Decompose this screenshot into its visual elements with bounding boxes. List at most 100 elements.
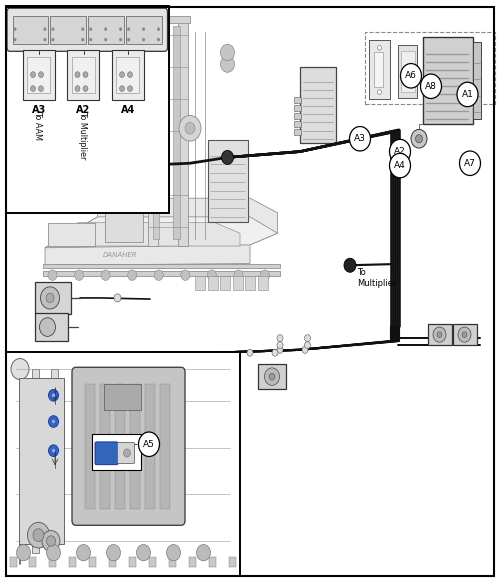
Circle shape [38,72,44,78]
Circle shape [124,449,130,457]
Bar [50,16,86,44]
Circle shape [89,38,92,41]
FancyBboxPatch shape [112,50,144,100]
Bar [105,202,142,242]
Circle shape [220,56,234,72]
Circle shape [128,86,132,92]
Bar [18,378,64,544]
Bar [473,42,480,119]
Circle shape [106,545,120,561]
Circle shape [30,72,36,78]
Circle shape [89,27,92,31]
Bar [30,557,36,567]
Circle shape [52,448,56,453]
Bar [294,113,300,119]
Bar [32,369,39,553]
Text: A8: A8 [425,82,437,91]
Circle shape [437,332,442,338]
Polygon shape [172,26,180,239]
Circle shape [120,72,124,78]
Circle shape [48,445,58,456]
Circle shape [264,368,280,385]
Circle shape [11,359,29,380]
Circle shape [48,389,58,401]
Circle shape [44,27,46,31]
FancyBboxPatch shape [67,50,99,100]
Circle shape [52,27,54,31]
Circle shape [181,270,190,280]
Circle shape [462,332,467,338]
Bar [228,557,235,567]
Circle shape [81,27,84,31]
Circle shape [460,151,480,175]
Bar [294,121,300,127]
Bar [85,384,95,509]
Circle shape [179,115,201,141]
Text: A1: A1 [462,90,473,99]
Bar [208,557,216,567]
Bar [294,129,300,135]
Circle shape [378,45,382,50]
Bar [126,16,162,44]
Circle shape [350,127,370,151]
Bar [69,557,76,567]
Circle shape [302,346,308,353]
Circle shape [101,270,110,280]
Bar [35,282,71,314]
Circle shape [44,38,46,41]
Text: A3: A3 [32,105,46,115]
Circle shape [185,122,195,134]
Circle shape [277,335,283,342]
Polygon shape [45,198,278,265]
Bar [398,45,417,98]
Bar [428,324,452,345]
Circle shape [52,38,54,41]
Polygon shape [45,217,278,248]
Circle shape [128,72,132,78]
Circle shape [81,38,84,41]
Circle shape [128,270,136,280]
Circle shape [138,432,160,456]
Circle shape [222,150,234,164]
Circle shape [420,74,442,99]
Polygon shape [178,20,188,246]
Circle shape [38,86,44,92]
Bar [369,40,390,99]
FancyBboxPatch shape [72,367,185,525]
Bar [72,57,94,93]
Bar [374,52,383,87]
Circle shape [52,393,56,398]
Bar [258,364,286,389]
Circle shape [127,38,130,41]
Circle shape [76,545,90,561]
Polygon shape [148,20,158,246]
Circle shape [142,38,145,41]
Text: To AAM: To AAM [34,111,42,140]
Bar [109,557,116,567]
Circle shape [40,318,56,336]
Circle shape [269,373,275,380]
Circle shape [277,346,283,353]
Bar [100,384,110,509]
Circle shape [344,258,356,272]
Bar [294,97,300,103]
Circle shape [46,293,54,303]
Circle shape [48,270,57,280]
Circle shape [40,287,60,309]
Bar [10,557,16,567]
Circle shape [142,27,145,31]
Circle shape [14,38,16,41]
Bar [258,276,268,290]
Circle shape [74,270,84,280]
Circle shape [157,27,160,31]
Circle shape [119,38,122,41]
Circle shape [277,342,283,349]
Circle shape [378,90,382,94]
Circle shape [120,86,124,92]
FancyBboxPatch shape [118,442,134,463]
Bar [188,557,196,567]
Bar [48,223,95,246]
Circle shape [234,270,243,280]
Circle shape [48,416,58,427]
Text: To Multiplier: To Multiplier [78,111,87,159]
